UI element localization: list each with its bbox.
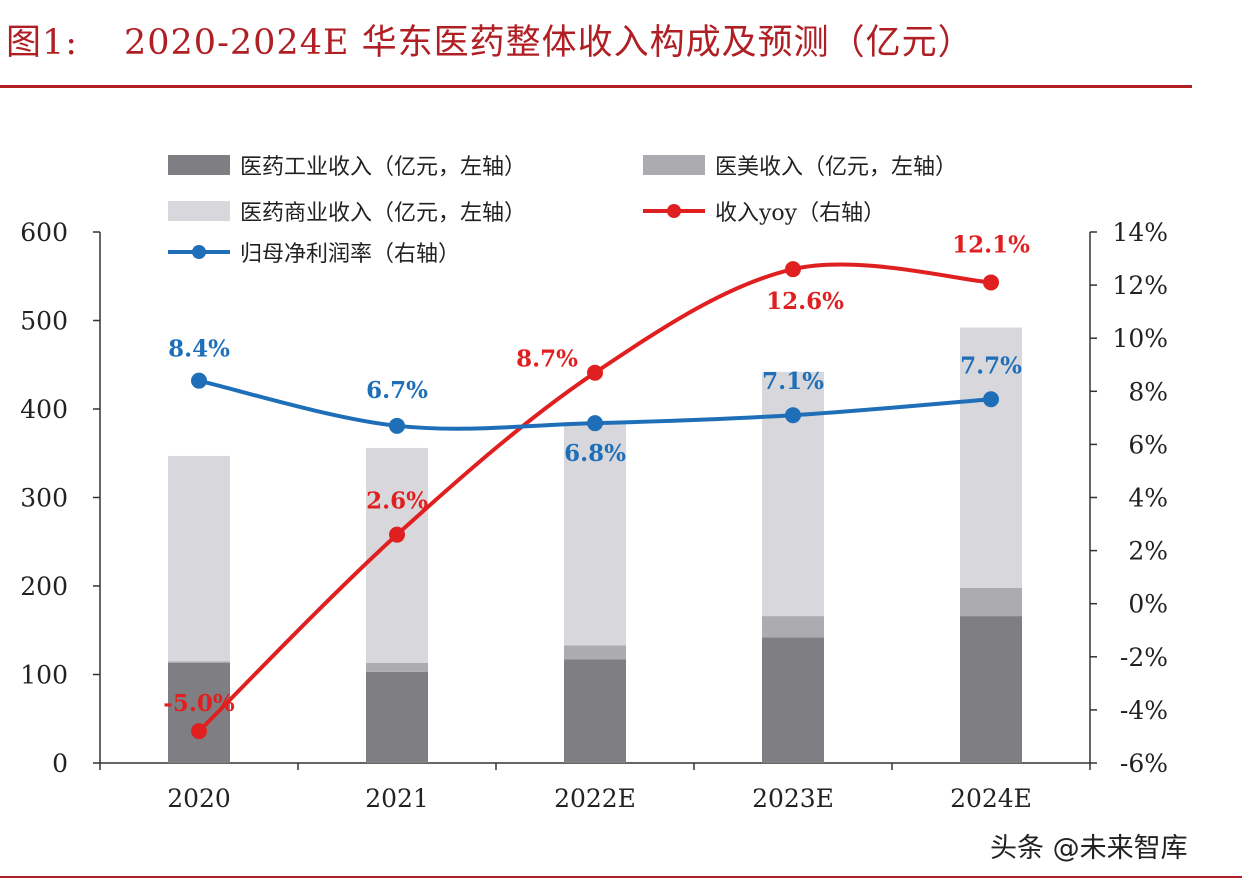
right-tick-label: 8% [1128,377,1168,406]
bar-1-4 [960,587,1022,617]
x-tick-label: 2022E [554,784,636,813]
right-tick-label: 2% [1128,537,1168,566]
legend-label-bar-0: 医药工业收入（亿元，左轴） [240,155,526,180]
bar-0-2 [564,659,626,763]
line-label-0-4: 12.1% [952,231,1030,258]
bar-0-4 [960,616,1022,763]
bars [168,327,1022,763]
bar-2-0 [168,455,230,662]
line-point-1-3 [785,407,801,424]
line-point-1-2 [587,415,603,432]
bar-1-3 [762,616,824,638]
legend-marker-line-1 [192,245,206,259]
bar-0-1 [366,671,428,763]
line-label-1-2: 6.8% [564,440,626,467]
right-tick-label: 6% [1128,430,1168,459]
legend-swatch-bar-2 [168,201,230,221]
lines [191,261,999,740]
line-point-0-1 [389,526,405,543]
line-label-1-1: 6.7% [366,377,428,404]
bar-1-2 [564,645,626,660]
figure-title: 图1: 2020-2024E 华东医药整体收入构成及预测（亿元） [6,14,974,65]
watermark: 头条 @未来智库 [990,833,1188,864]
line-label-0-3: 12.6% [766,288,844,315]
line-point-0-2 [587,364,603,381]
right-tick-label: -6% [1120,749,1168,778]
axes: 0 100 200 300 400 500 600 -6% -4% -2% 0% 2% 4% 6% 8% 10… [20,218,1168,813]
legend-label-line-0: 收入yoy（右轴） [715,201,885,226]
line-label-1-4: 7.7% [960,352,1022,379]
line-label-0-2: 8.7% [516,346,578,373]
right-tick-label: -4% [1120,696,1168,725]
right-tick-label: 10% [1112,324,1168,353]
right-tick-label: 0% [1128,590,1168,619]
line-point-0-0 [191,723,207,740]
line-label-1-3: 7.1% [762,368,824,395]
line-point-1-1 [389,417,405,434]
left-tick-label: 0 [52,749,68,778]
line-label-0-1: 2.6% [366,488,428,515]
legend-label-bar-2: 医药商业收入（亿元，左轴） [240,201,526,226]
bar-1-1 [366,662,428,672]
line-point-1-0 [191,372,207,389]
legend-swatch-bar-1 [643,155,705,175]
line-label-1-0: 8.4% [168,336,230,363]
data-labels: -5.0% 2.6% 8.7% 12.6% 12.1% 8.4% 6.7% 6.8% 7.1% 7… [163,231,1030,717]
bar-1-0 [168,661,230,663]
figure-title-text: 2020-2024E 华东医药整体收入构成及预测（亿元） [124,23,974,63]
legend: 医药工业收入（亿元，左轴） 医美收入（亿元，左轴） 医药商业收入（亿元，左轴） 收入y… [168,155,957,267]
left-tick-label: 400 [20,395,68,424]
right-tick-label: 14% [1112,218,1168,247]
left-tick-label: 600 [20,218,68,247]
line-point-1-4 [983,391,999,408]
right-tick-label: -2% [1120,643,1168,672]
bottom-rule [0,876,1242,878]
bar-2-2 [564,422,626,646]
left-tick-label: 300 [20,484,68,513]
bar-0-3 [762,637,824,763]
legend-swatch-bar-0 [168,155,230,175]
line-point-0-4 [983,274,999,291]
line-label-0-0: -5.0% [163,690,235,717]
left-tick-label: 200 [20,572,68,601]
x-tick-label: 2023E [752,784,834,813]
right-tick-label: 4% [1128,484,1168,513]
x-tick-label: 2024E [950,784,1032,813]
x-tick-label: 2021 [365,784,429,813]
left-tick-label: 500 [20,307,68,336]
figure-label: 图1: [6,23,79,63]
top-rule [0,85,1192,88]
legend-label-line-1: 归母净利润率（右轴） [240,242,460,267]
line-point-0-3 [785,261,801,278]
right-tick-label: 12% [1112,271,1168,300]
bar-2-4 [960,327,1022,588]
legend-marker-line-0 [667,204,681,218]
left-tick-label: 100 [20,661,68,690]
legend-label-bar-1: 医美收入（亿元，左轴） [715,155,957,180]
x-tick-label: 2020 [167,784,231,813]
